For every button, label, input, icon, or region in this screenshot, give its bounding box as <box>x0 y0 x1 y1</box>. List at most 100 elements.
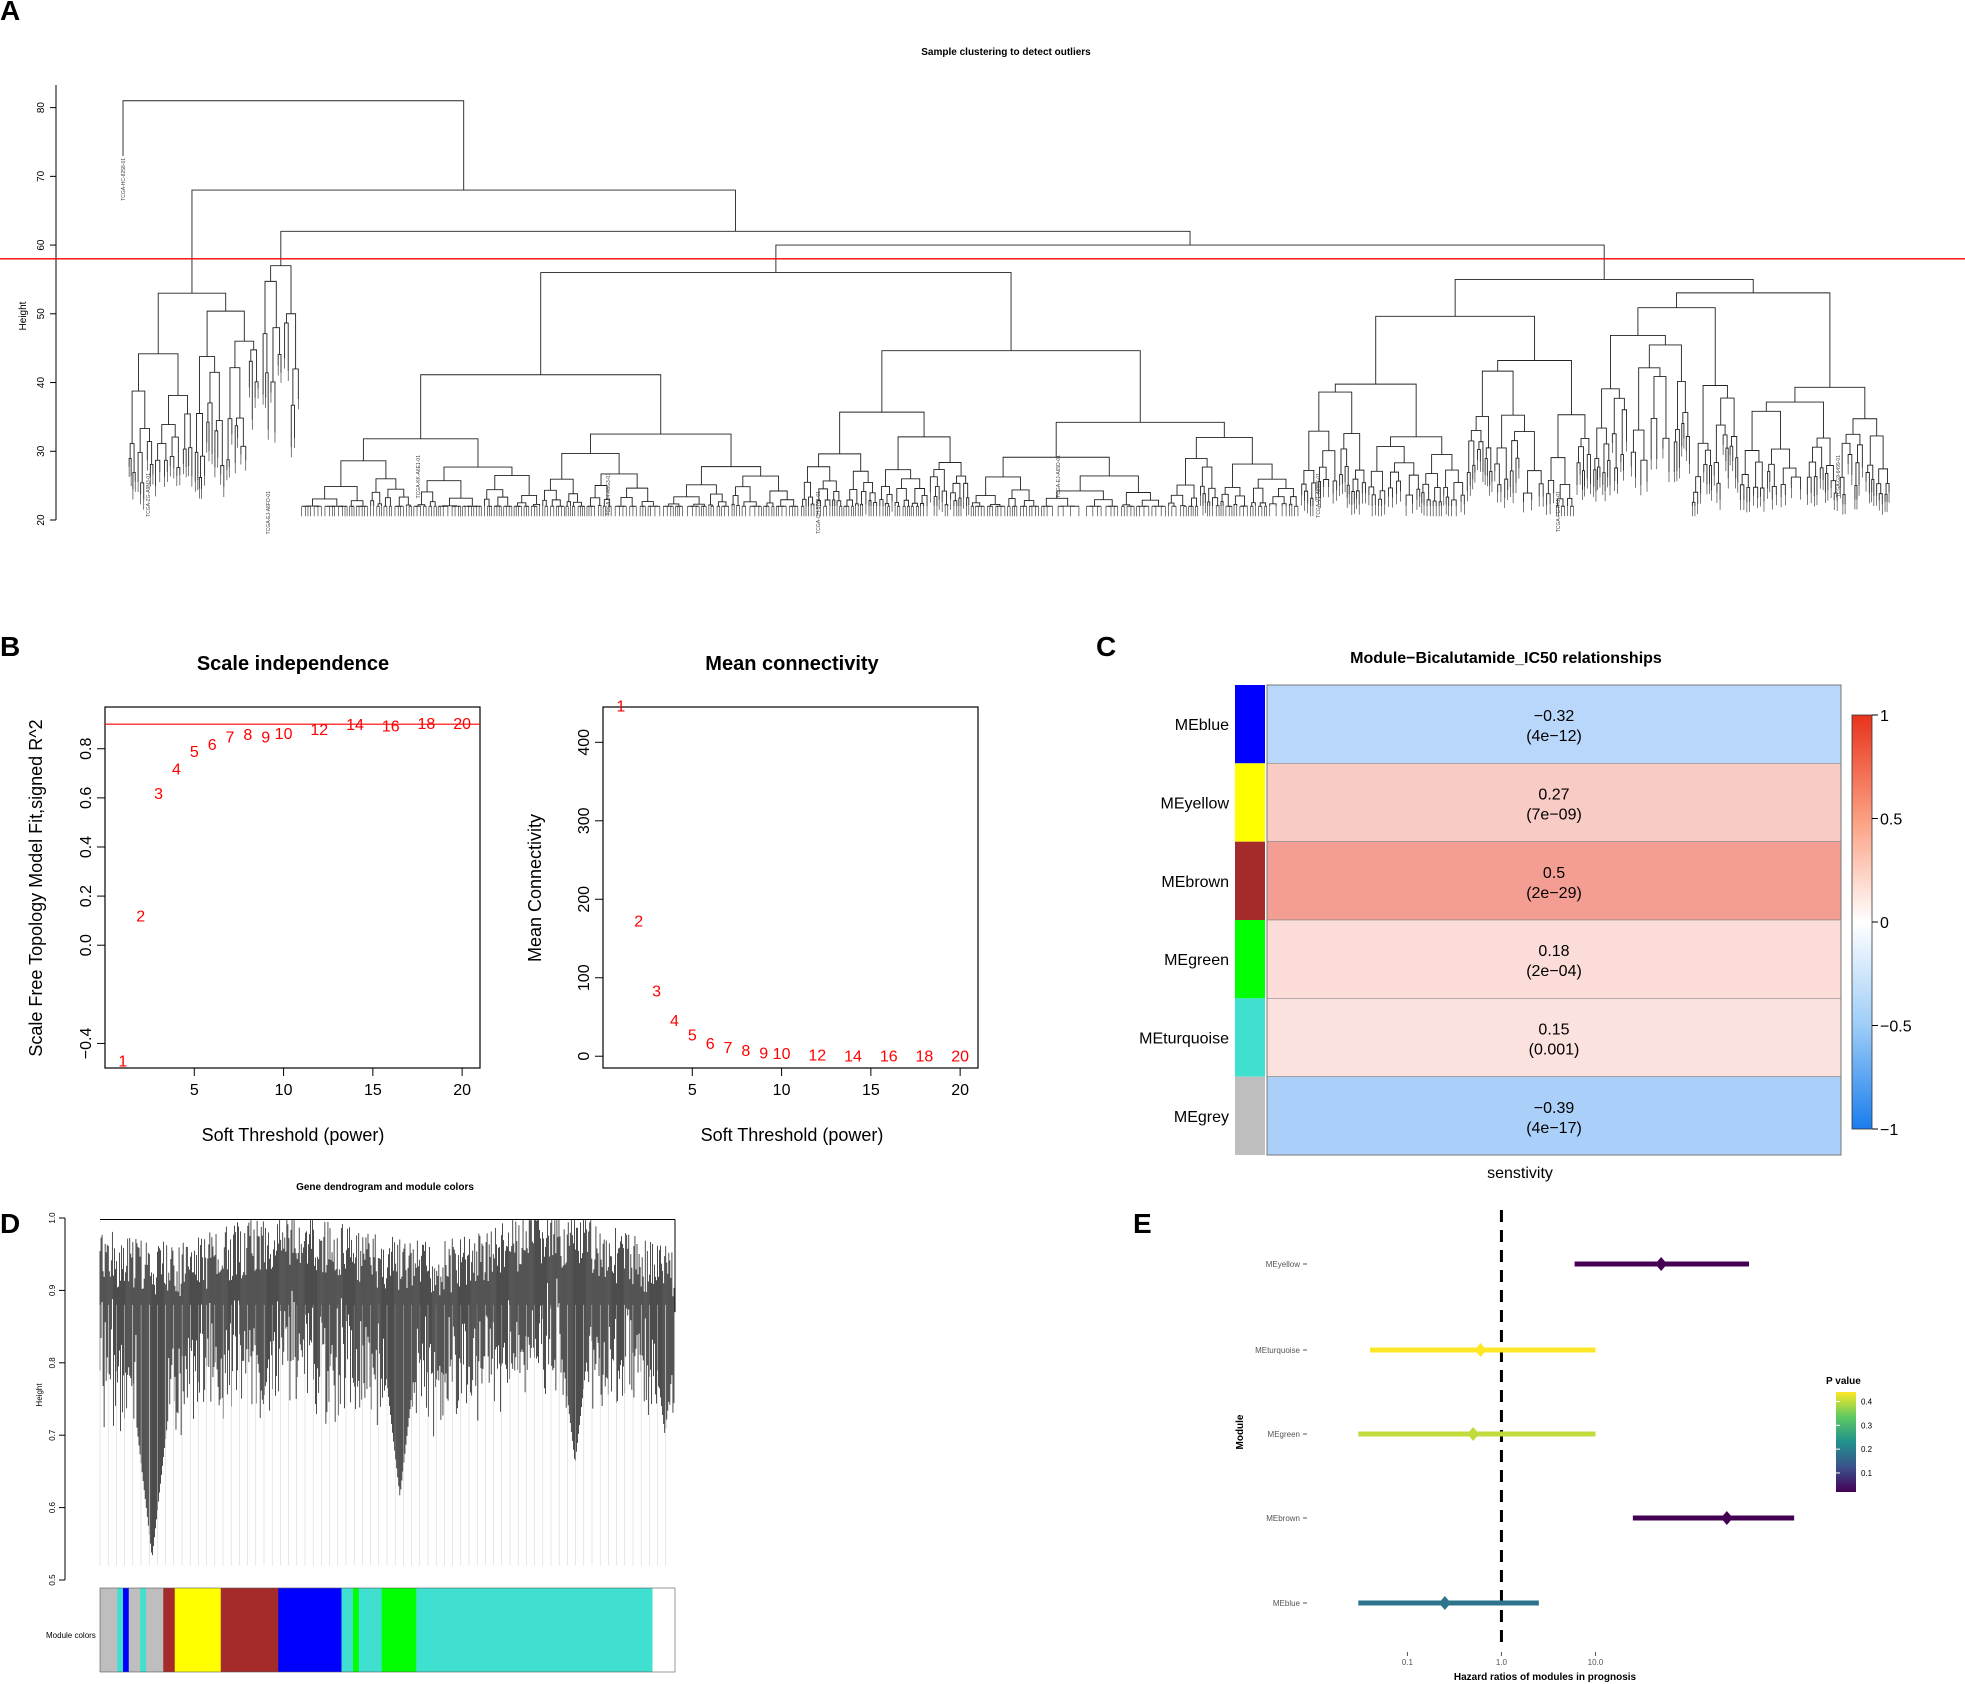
chart-d-color-segment <box>163 1588 176 1672</box>
chart-a-branch <box>196 413 203 457</box>
chart-a-branch <box>710 493 723 505</box>
chart-a-branch <box>1845 433 1861 445</box>
chart-a-branch <box>207 402 213 455</box>
chart-a-branch <box>1830 480 1837 494</box>
chart-a-branch <box>1310 497 1314 507</box>
chart-a-branch <box>952 482 961 499</box>
chart-a-branch <box>549 478 574 494</box>
chart-e-legend-tick-label: 0.3 <box>1861 1421 1873 1430</box>
chart-a-branch <box>1453 482 1464 500</box>
chart-a-branch <box>1715 424 1726 463</box>
chart-a-branch <box>880 486 890 500</box>
chart-c-row-label: MEturquoise <box>1139 1031 1229 1048</box>
chart-a-branch <box>1811 446 1823 468</box>
chart-c-row: MEturquoise 0.15 (0.001) <box>1139 998 1842 1077</box>
chart-a-branch <box>1582 470 1585 490</box>
chart-c-cell-pvalue: (0.001) <box>1529 1042 1580 1059</box>
chart-a-branch <box>250 349 258 382</box>
chart-d-ytick-label: 0.8 <box>48 1357 57 1369</box>
chart-a-branch <box>897 436 951 470</box>
chart-a-branch <box>1504 478 1509 498</box>
chart-a-branch <box>264 280 277 334</box>
chart-a-branch <box>1550 457 1566 485</box>
chart-a-branch <box>1782 467 1797 485</box>
chart-a-branch <box>1816 437 1831 466</box>
chart-a-branch <box>641 501 654 507</box>
chart-b1-axes: 5 10 15 20−0.40.00.20.40.60.8 <box>78 723 480 1099</box>
chart-e-point-estimate <box>1720 1511 1733 1525</box>
chart-d-ytick-label: 0.6 <box>48 1501 57 1513</box>
chart-a-branch <box>1538 483 1544 497</box>
chart-c-cell <box>1266 841 1842 921</box>
chart-a-branch <box>1390 436 1443 455</box>
chart-b1-scale-independence: Scale independence Soft Threshold (power… <box>26 653 481 1145</box>
chart-b2-point-label: 18 <box>916 1048 934 1065</box>
chart-a-branch <box>1691 501 1696 507</box>
chart-b1-point-label: 4 <box>172 761 181 778</box>
chart-d-module-color-bar <box>99 1587 676 1673</box>
chart-a-branch <box>1281 503 1287 507</box>
chart-b2-xlabel: Soft Threshold (power) <box>701 1125 884 1145</box>
chart-a-leaf-label: TCGA-G9-6499-01 <box>1836 455 1842 497</box>
chart-a-branch <box>1496 447 1507 480</box>
chart-a-branch <box>1375 315 1536 385</box>
chart-a-branch <box>157 292 227 354</box>
chart-a-branch <box>138 353 179 396</box>
chart-d-color-segment <box>128 1588 141 1672</box>
chart-a-branch <box>1451 499 1457 507</box>
chart-c-row-label: MEblue <box>1175 717 1229 734</box>
chart-a-branch <box>1673 441 1678 473</box>
chart-a-branch <box>839 411 925 454</box>
chart-a-branch <box>1011 489 1030 501</box>
chart-a-branch <box>1425 473 1438 488</box>
chart-a-leaf-label: TCGA-CH-5761-01 <box>816 491 822 534</box>
chart-a-branch <box>1200 485 1205 496</box>
chart-a-branch <box>1613 397 1625 434</box>
chart-a-branch <box>1675 429 1680 469</box>
chart-d-title: Gene dendrogram and module colors <box>296 1182 474 1193</box>
chart-c-module-swatch <box>1235 841 1265 920</box>
chart-b2-title: Mean connectivity <box>705 653 879 675</box>
chart-a-branch <box>717 501 727 507</box>
chart-a-branch <box>1269 503 1277 507</box>
chart-a-title: Sample clustering to detect outliers <box>921 47 1091 58</box>
chart-a-branch <box>742 475 780 491</box>
chart-e-row: MEturquoise <box>1255 1343 1596 1357</box>
chart-a-branch <box>921 495 928 507</box>
chart-a-branch <box>990 503 1001 507</box>
chart-a-branch <box>1852 418 1878 436</box>
chart-a-branch <box>1202 493 1206 506</box>
chart-a-branch <box>1438 501 1442 507</box>
chart-a-branch <box>206 310 245 357</box>
chart-a-branch <box>324 485 358 501</box>
panel-c-module-trait-heatmap: C Module−Bicalutamide_IC50 relationships… <box>1096 631 1912 1182</box>
chart-b1-frame <box>104 706 481 1069</box>
chart-b1-point-label: 2 <box>136 909 145 926</box>
chart-a-branch <box>426 480 462 499</box>
chart-a-branch <box>1620 454 1624 471</box>
chart-a-branch <box>810 503 815 507</box>
chart-a-branch <box>860 503 863 507</box>
panel-label-d: D <box>0 1208 20 1239</box>
chart-a-branch <box>1621 409 1628 455</box>
chart-a-branch <box>1681 423 1685 447</box>
chart-c-colorbar-tick-label: 0.5 <box>1880 812 1902 829</box>
chart-a-branch <box>1259 502 1267 507</box>
chart-a-branch <box>1601 388 1620 429</box>
chart-a-branch <box>517 502 527 507</box>
chart-e-xtick-label: 1.0 <box>1496 1658 1508 1667</box>
chart-b2-point-label: 6 <box>706 1036 715 1053</box>
chart-a-branch <box>285 313 297 369</box>
chart-b2-ytick-label: 100 <box>576 964 593 991</box>
chart-c-cell-pvalue: (7e−09) <box>1526 807 1582 824</box>
chart-a-branch <box>1489 471 1493 486</box>
chart-d-color-segment <box>381 1588 417 1672</box>
chart-a-branch <box>1176 484 1195 499</box>
chart-a-branch <box>1311 482 1317 499</box>
chart-a-branch <box>551 499 561 507</box>
chart-a-branch <box>769 490 788 503</box>
chart-b2-mean-connectivity: Mean connectivity Soft Threshold (power)… <box>525 653 979 1145</box>
chart-a-branch <box>1854 485 1858 500</box>
chart-c-cell-value: 0.27 <box>1538 787 1569 804</box>
